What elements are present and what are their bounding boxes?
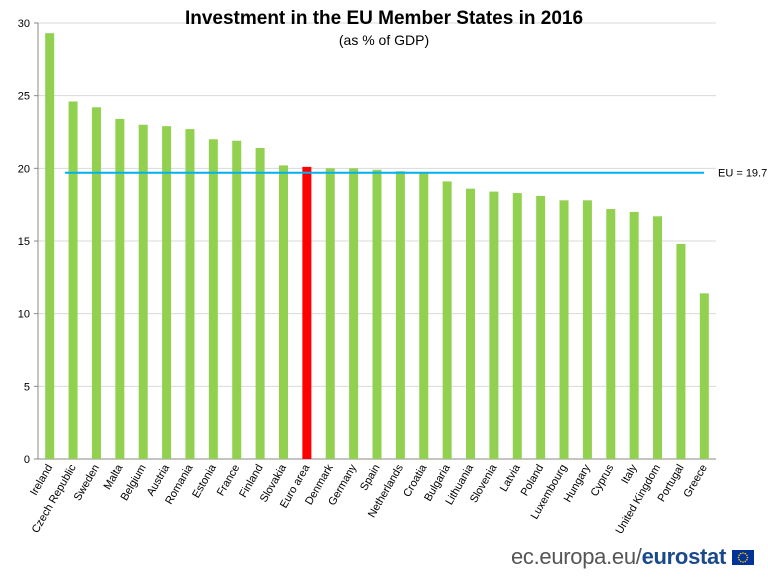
x-tick-label: Italy — [619, 462, 640, 486]
star — [739, 560, 742, 562]
bar — [45, 33, 55, 459]
x-tick-label: Estonia — [190, 462, 219, 501]
bar — [512, 193, 522, 460]
star — [746, 556, 749, 558]
star — [739, 552, 742, 554]
bar — [606, 209, 616, 459]
star — [738, 558, 740, 561]
x-tick-label: United Kingdom — [614, 463, 664, 537]
y-tick-label: 0 — [24, 454, 30, 466]
star — [738, 553, 740, 556]
bar — [325, 168, 335, 460]
bar — [349, 168, 359, 460]
bar — [489, 191, 499, 459]
star — [742, 551, 744, 554]
x-tick-label: Spain — [358, 463, 382, 493]
bar — [699, 293, 709, 459]
x-tick-label: Cyprus — [589, 462, 617, 499]
bar — [629, 211, 639, 459]
star — [744, 560, 747, 562]
star — [737, 556, 740, 558]
x-tick-label: Malta — [102, 462, 126, 492]
x-tick-label: Czech Republic — [30, 462, 79, 535]
bar — [419, 172, 429, 459]
y-tick-label: 15 — [18, 236, 30, 248]
bar — [559, 200, 569, 459]
footer-site: ec.europa.eu/ — [510, 544, 642, 569]
eu-reference-label: EU = 19.7 — [718, 168, 767, 180]
y-tick-label: 20 — [18, 163, 30, 175]
bar — [466, 188, 476, 459]
bar — [232, 140, 242, 459]
star — [742, 560, 744, 563]
bar — [536, 195, 546, 460]
bar — [208, 139, 218, 459]
bar — [676, 243, 686, 459]
star — [744, 552, 747, 554]
bar — [582, 200, 592, 459]
bar — [115, 118, 125, 460]
bar — [91, 107, 101, 459]
y-tick-label: 5 — [24, 381, 30, 393]
chart-subtitle: (as % of GDP) — [338, 32, 430, 48]
bar — [255, 147, 265, 459]
footer-brand: eurostat — [641, 544, 727, 569]
bar — [372, 169, 382, 459]
bar — [68, 101, 78, 459]
y-tick-label: 25 — [18, 91, 30, 103]
bar — [442, 181, 452, 459]
bar — [278, 165, 288, 459]
eu-flag-icon — [732, 549, 754, 565]
star — [746, 558, 748, 561]
y-tick-label: 10 — [18, 309, 30, 321]
bar — [185, 129, 195, 460]
bar — [138, 124, 148, 459]
bar — [302, 166, 312, 459]
chart-title: Investment in the EU Member States in 20… — [184, 8, 584, 29]
bar — [653, 216, 663, 459]
bar — [395, 171, 405, 460]
star — [746, 553, 748, 556]
bar — [162, 126, 172, 459]
eurostat-logo: ec.europa.eu/eurostat — [511, 544, 754, 570]
y-tick-label: 30 — [18, 18, 30, 30]
